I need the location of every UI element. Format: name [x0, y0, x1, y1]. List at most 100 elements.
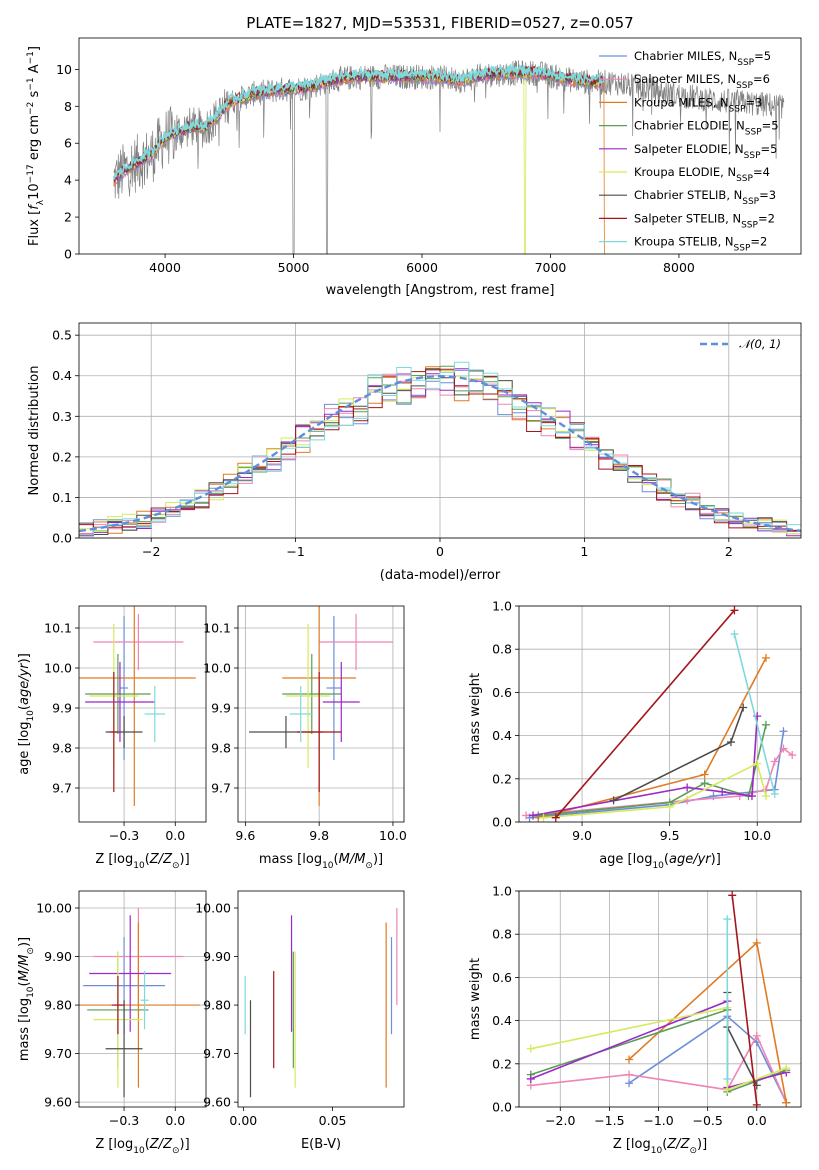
residuals-marks — [79, 361, 801, 537]
weight-marker — [761, 720, 770, 729]
legend-label: 𝒩(0, 1) — [739, 337, 781, 351]
weight-marker — [529, 811, 538, 820]
y-tick-label: 0.1 — [52, 490, 72, 505]
x-tick-label: 9.5 — [660, 828, 680, 843]
x-axis-label: (data-model)/error — [380, 568, 501, 583]
weight-marker — [747, 792, 756, 801]
y-tick-label: 9.7 — [52, 781, 72, 796]
mass-vs-Z-panel: −0.3 0.0 9.60 9.70 9.80 9.90 10.00 Z [log10(Z/Z… — [17, 890, 207, 1156]
y-tick-label: 9.7 — [211, 781, 231, 796]
weight-marker — [753, 759, 762, 768]
legend-label: Kroupa STELIB, NSSP=2 — [634, 235, 767, 254]
gaussian-curve — [79, 374, 801, 533]
x-tick-label: −0.3 — [109, 1113, 139, 1128]
y-tick-label: 0.4 — [492, 1013, 512, 1028]
y-tick-label: 10.00 — [195, 900, 231, 915]
legend-label: Salpeter MILES, NSSP=6 — [634, 72, 770, 91]
y-tick-label: 1.0 — [492, 884, 512, 899]
weight-marker — [788, 751, 797, 760]
weight-marker — [761, 792, 770, 801]
y-tick-label: 9.70 — [203, 1046, 231, 1061]
weight-marker — [723, 1074, 732, 1083]
y-tick-label: 0.8 — [492, 642, 512, 657]
weight-marker — [539, 813, 548, 822]
x-tick-label: 4000 — [149, 260, 181, 275]
weight-marker — [770, 757, 779, 766]
y-axis-label: mass weight — [468, 673, 483, 755]
age-vs-mass-frame — [237, 605, 405, 823]
x-tick-label: 0.0 — [165, 1113, 185, 1128]
weight-marker — [551, 813, 560, 822]
age-vs-Z-panel: −0.3 0.0 9.7 9.8 9.9 10.0 10.1 Z [log10(Z/Z⊙)] a… — [17, 605, 207, 871]
weight-marker — [730, 606, 739, 615]
y-tick-label: 9.80 — [203, 998, 231, 1013]
x-tick-label: 9.0 — [572, 828, 592, 843]
weight-marker — [625, 1079, 634, 1088]
weight-marker — [526, 1044, 535, 1053]
weight-marker — [522, 811, 531, 820]
weight-line — [613, 707, 744, 802]
y-tick-label: 10.00 — [36, 900, 72, 915]
y-tick-label: 4 — [64, 173, 72, 188]
x-axis-label: mass [log10(M/M⊙)] — [259, 852, 383, 871]
y-tick-label: 9.70 — [44, 1046, 72, 1061]
y-tick-label: 0.4 — [492, 728, 512, 743]
y-tick-label: 10 — [56, 62, 72, 77]
y-tick-label: 0.8 — [492, 927, 512, 942]
mass-weight-vs-age-marks — [522, 606, 797, 822]
x-tick-label: 8000 — [663, 260, 695, 275]
y-tick-label: 0 — [64, 247, 72, 262]
age-vs-Z-marks — [79, 606, 196, 806]
x-axis-label: Z [log10(Z/Z⊙)] — [613, 1137, 707, 1156]
weight-marker — [739, 703, 748, 712]
mass-vs-ebv-panel: 0.00 0.05 9.60 9.70 9.80 9.90 10.00 E(B-V) — [195, 890, 405, 1152]
x-tick-label: 9.8 — [309, 828, 329, 843]
x-tick-label: −1 — [286, 544, 304, 559]
weight-marker — [782, 1098, 791, 1107]
y-tick-label: 0.3 — [52, 409, 72, 424]
x-axis-label: age [log10(age/yr)] — [599, 852, 721, 871]
mass-weight-vs-Z-panel: −2.0 −1.5 −1.0 −0.5 0.0 0.0 0.2 0.4 0.6 0.8 1.0 Z [… — [468, 884, 802, 1156]
x-tick-label: 6000 — [406, 260, 438, 275]
weight-marker — [730, 630, 739, 639]
y-tick-label: 9.8 — [52, 741, 72, 756]
y-tick-label: 6 — [64, 136, 72, 151]
weight-marker — [728, 891, 737, 900]
weight-marker — [779, 744, 788, 753]
weight-line — [733, 633, 776, 795]
weight-line — [555, 609, 736, 819]
x-tick-label: 0 — [436, 544, 444, 559]
x-tick-label: 2 — [725, 544, 733, 559]
weight-marker — [625, 1070, 634, 1079]
model-spectrum-kroupa-elodie — [113, 66, 605, 254]
x-tick-label: −1.5 — [594, 1113, 624, 1128]
y-tick-label: 9.60 — [203, 1095, 231, 1110]
y-tick-label: 0.6 — [492, 685, 512, 700]
legend-label: Chabrier ELODIE, NSSP=5 — [634, 119, 779, 138]
model-spectrum-kroupa-stelib — [112, 64, 605, 180]
residuals-panel: −2 −1 0 1 2 0.0 0.1 0.2 0.3 0.4 0.5 (data-model)/er… — [27, 322, 802, 583]
x-axis-label: Z [log10(Z/Z⊙)] — [95, 852, 189, 871]
x-tick-label: −0.5 — [692, 1113, 722, 1128]
weight-marker — [726, 738, 735, 747]
mass-vs-Z-frame — [78, 890, 207, 1108]
legend-label: Chabrier STELIB, NSSP=3 — [634, 188, 776, 207]
weight-marker — [752, 938, 761, 947]
weight-marker — [723, 915, 732, 924]
x-tick-label: 1 — [580, 544, 588, 559]
weight-marker — [718, 787, 727, 796]
legend-label: Salpeter ELODIE, NSSP=5 — [634, 142, 777, 161]
mass-vs-Z-marks — [79, 907, 200, 1098]
weight-marker — [723, 1085, 732, 1094]
y-tick-label: 8 — [64, 99, 72, 114]
y-tick-label: 0.0 — [52, 531, 72, 546]
y-tick-label: 9.90 — [44, 949, 72, 964]
y-tick-label: 0.5 — [52, 328, 72, 343]
y-tick-label: 9.9 — [52, 701, 72, 716]
weight-line — [532, 716, 758, 817]
y-tick-label: 0.2 — [52, 449, 72, 464]
spectrum-marks — [112, 60, 785, 254]
x-tick-label: −2 — [142, 544, 160, 559]
legend-label: Kroupa ELODIE, NSSP=4 — [634, 165, 770, 184]
